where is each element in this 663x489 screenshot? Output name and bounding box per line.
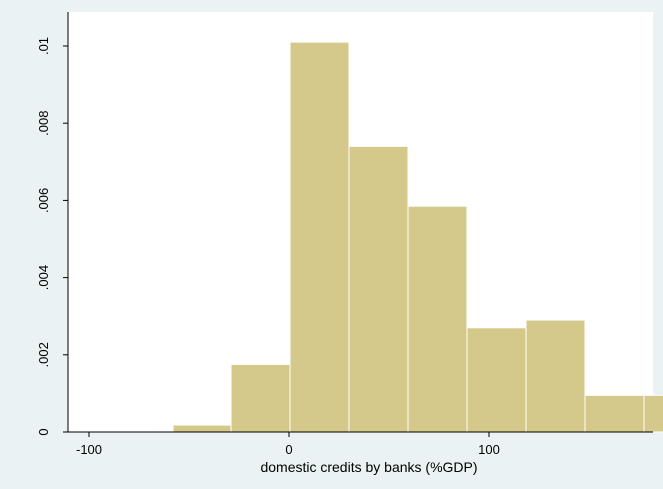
bars-group [172,41,663,433]
histogram-bar [643,394,663,433]
y-tick-label: .006 [36,188,51,213]
y-tick-label: .008 [36,111,51,136]
x-tick-label: -100 [76,442,102,457]
y-tick-label: .004 [36,265,51,290]
x-ticks: -1000100200300 [76,432,500,457]
x-tick-label: 0 [285,442,292,457]
histogram-bar [348,145,409,433]
y-tick-label: .002 [36,342,51,367]
x-axis-title: domestic credits by banks (%GDP) [260,459,477,475]
histogram-bar [289,41,350,433]
y-ticks: 0 .002 .004 .006 .008 .01 [36,37,68,436]
histogram-bar [230,363,291,433]
histogram-bar [466,327,527,433]
histogram-bar [525,319,586,433]
y-tick-label: 0 [36,428,51,435]
histogram-bar [172,424,232,433]
histogram-bar [407,205,468,433]
histogram-bar [584,394,645,433]
x-tick-label: 100 [478,442,500,457]
y-tick-label: .01 [36,37,51,55]
